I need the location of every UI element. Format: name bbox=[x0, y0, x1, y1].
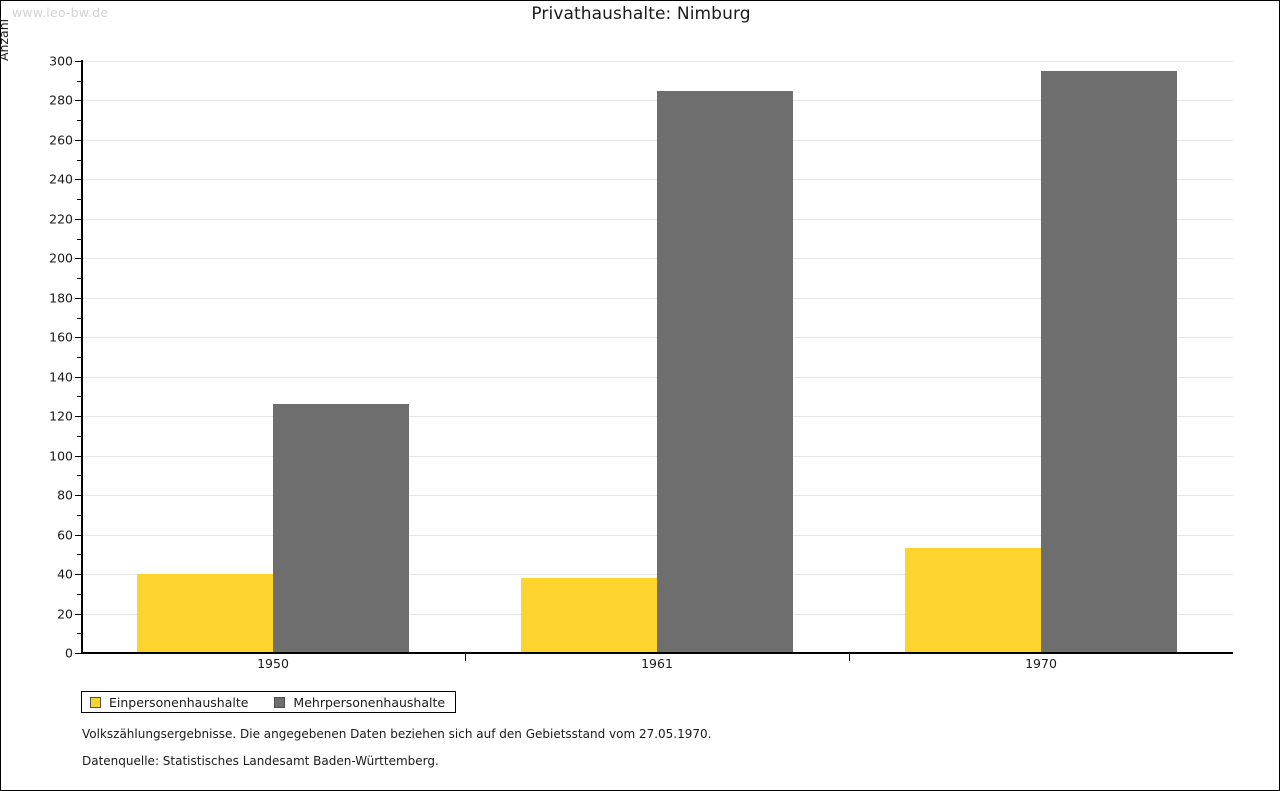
y-tick-minor bbox=[77, 554, 82, 556]
bar-1950-mehrpersonenhaushalte[interactable] bbox=[273, 404, 409, 653]
chart-title: Privathaushalte: Nimburg bbox=[531, 4, 751, 24]
y-tick-label: 160 bbox=[49, 329, 73, 345]
x-axis-line bbox=[81, 652, 1233, 654]
footnote-source: Datenquelle: Statistisches Landesamt Bad… bbox=[82, 754, 439, 768]
y-tick-label: 100 bbox=[49, 448, 73, 464]
y-tick-label: 300 bbox=[49, 53, 73, 69]
y-tick-major bbox=[75, 297, 82, 299]
y-tick-major bbox=[75, 139, 82, 141]
x-tick-label: 1970 bbox=[1025, 656, 1057, 671]
y-tick-label: 80 bbox=[57, 487, 73, 503]
legend-label: Einpersonenhaushalte bbox=[109, 694, 249, 710]
y-tick-major bbox=[75, 613, 82, 615]
y-tick-major bbox=[75, 455, 82, 457]
y-tick-major bbox=[75, 376, 82, 378]
y-tick-label: 60 bbox=[57, 527, 73, 543]
x-tick bbox=[849, 654, 850, 661]
bar-1961-einpersonenhaushalte[interactable] bbox=[521, 578, 657, 653]
y-tick-minor bbox=[77, 317, 82, 319]
y-tick-label: 20 bbox=[57, 606, 73, 622]
y-tick-major bbox=[75, 179, 82, 181]
y-tick-label: 200 bbox=[49, 250, 73, 266]
y-tick-major bbox=[75, 416, 82, 418]
y-tick-label: 220 bbox=[49, 211, 73, 227]
y-tick-minor bbox=[77, 120, 82, 122]
y-tick-major bbox=[75, 61, 82, 62]
legend-label: Mehrpersonenhaushalte bbox=[293, 694, 446, 710]
y-tick-label: 40 bbox=[57, 566, 73, 582]
bar-1950-einpersonenhaushalte[interactable] bbox=[137, 574, 273, 653]
y-tick-minor bbox=[77, 199, 82, 201]
bar-1970-einpersonenhaushalte[interactable] bbox=[905, 548, 1041, 653]
x-tick-label: 1961 bbox=[641, 656, 673, 671]
legend-item-einpersonenhaushalte[interactable]: Einpersonenhaushalte bbox=[90, 695, 248, 710]
y-axis-tick-labels: 0 20 40 60 80 100 120 140 160 180 200 220 240 260 280 3… bbox=[1, 1, 73, 790]
y-tick-minor bbox=[77, 475, 82, 477]
gridline bbox=[81, 61, 1233, 62]
y-tick-minor bbox=[77, 396, 82, 398]
watermark-label: www.leo-bw.de bbox=[12, 5, 109, 20]
y-tick-major bbox=[75, 258, 82, 260]
y-tick-label: 0 bbox=[65, 645, 73, 661]
legend-item-mehrpersonenhaushalte[interactable]: Mehrpersonenhaushalte bbox=[274, 695, 445, 710]
footnote-census: Volkszählungsergebnisse. Die angegebenen… bbox=[82, 727, 712, 741]
y-tick-major bbox=[75, 653, 82, 654]
y-tick-minor bbox=[77, 357, 82, 358]
y-tick-major bbox=[75, 495, 82, 497]
y-tick-minor bbox=[77, 238, 82, 240]
y-tick-minor bbox=[77, 435, 82, 437]
y-tick-minor bbox=[77, 514, 82, 516]
y-tick-minor bbox=[77, 278, 82, 280]
legend-swatch-icon bbox=[90, 696, 101, 708]
y-tick-label: 260 bbox=[49, 132, 73, 148]
x-tick-label: 1950 bbox=[257, 656, 289, 671]
y-tick-label: 280 bbox=[49, 92, 73, 108]
plot-area bbox=[81, 61, 1233, 653]
bar-1961-mehrpersonenhaushalte[interactable] bbox=[657, 90, 793, 653]
y-tick-label: 240 bbox=[49, 171, 73, 187]
legend: Einpersonenhaushalte Mehrpersonenhaushal… bbox=[81, 691, 457, 713]
y-tick-label: 120 bbox=[49, 408, 73, 424]
y-tick-major bbox=[75, 574, 82, 576]
y-tick-major bbox=[75, 534, 82, 536]
y-tick-major bbox=[75, 337, 82, 339]
y-axis-line bbox=[81, 60, 83, 654]
y-tick-major bbox=[75, 100, 82, 102]
y-tick-major bbox=[75, 218, 82, 220]
y-tick-minor bbox=[77, 633, 82, 635]
x-tick bbox=[465, 654, 466, 661]
y-tick-label: 140 bbox=[49, 369, 73, 385]
y-tick-minor bbox=[77, 159, 82, 161]
legend-swatch-icon bbox=[274, 696, 286, 708]
bar-1970-mehrpersonenhaushalte[interactable] bbox=[1041, 70, 1177, 653]
y-tick-minor bbox=[77, 80, 82, 82]
y-tick-minor bbox=[77, 593, 82, 595]
y-tick-label: 180 bbox=[49, 290, 73, 306]
